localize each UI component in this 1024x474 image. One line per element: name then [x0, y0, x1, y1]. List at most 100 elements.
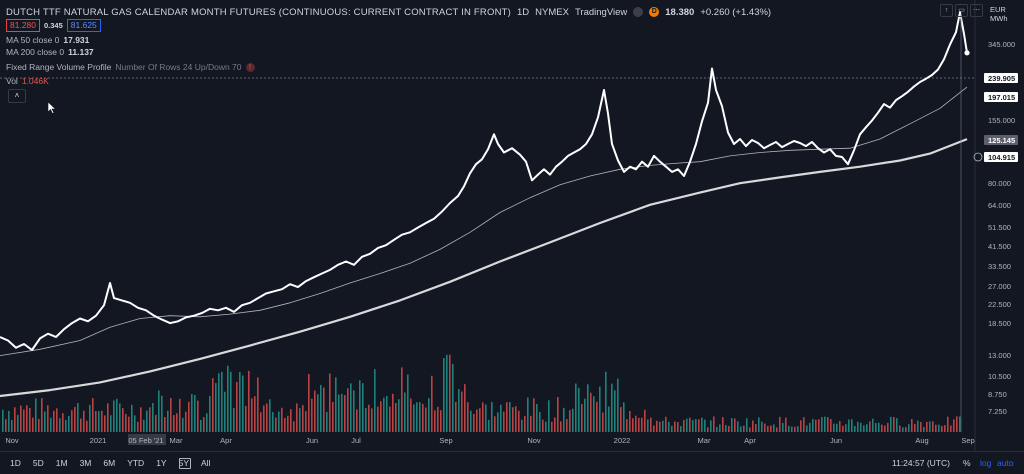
- volume-bar: [482, 402, 484, 432]
- volume-bar: [848, 419, 850, 432]
- volume-bar: [284, 417, 286, 432]
- volume-bar: [95, 411, 97, 432]
- x-tick-label: Sep: [439, 436, 452, 445]
- volume-bar: [437, 406, 439, 432]
- volume-bar: [884, 425, 886, 432]
- volume-bar: [758, 417, 760, 432]
- volume-bar: [164, 417, 166, 432]
- symbol-title[interactable]: DUTCH TTF NATURAL GAS CALENDAR MONTH FUT…: [6, 6, 512, 18]
- volume-bar: [170, 398, 172, 432]
- volume-profile-legend[interactable]: Fixed Range Volume Profile Number Of Row…: [6, 60, 255, 74]
- volume-bar: [290, 409, 292, 432]
- volume-legend[interactable]: Vol 1.046K: [6, 74, 49, 88]
- volume-bar: [836, 423, 838, 432]
- volume-bar: [461, 391, 463, 432]
- volume-bar: [77, 403, 79, 432]
- timeframe-1y[interactable]: 1Y: [156, 458, 167, 468]
- timeframe-3m[interactable]: 3M: [79, 458, 92, 468]
- volume-bar: [713, 416, 715, 432]
- price-label-text: 197.015: [988, 93, 1015, 102]
- timeframe-1d[interactable]: 1D: [10, 458, 21, 468]
- collapse-legend-button[interactable]: ˄: [8, 89, 26, 103]
- volume-bar: [227, 365, 229, 432]
- sell-price-box[interactable]: 81.280: [6, 18, 40, 32]
- volume-bar: [857, 421, 859, 432]
- ma200-legend[interactable]: MA 200 close 0 11.137: [6, 45, 94, 59]
- volume-bar: [683, 420, 685, 432]
- volume-bar: [47, 405, 49, 432]
- timeframe-5d[interactable]: 5D: [32, 458, 44, 468]
- log-scale-toggle[interactable]: log: [980, 458, 992, 468]
- volume-bar: [80, 418, 82, 432]
- volume-bar: [887, 422, 889, 432]
- timeframe-ytd[interactable]: YTD: [127, 458, 145, 468]
- maximize-icon[interactable]: ▭: [955, 4, 968, 17]
- volume-bar: [659, 421, 661, 432]
- volume-bar: [845, 424, 847, 432]
- volume-bar: [44, 411, 46, 432]
- volume-bar: [380, 401, 382, 432]
- volume-bar: [956, 416, 958, 432]
- volume-bar: [830, 419, 832, 432]
- volume-bar: [113, 400, 115, 432]
- volume-bar: [764, 423, 766, 432]
- volume-bar: [173, 415, 175, 432]
- calendar-icon[interactable]: [179, 458, 191, 469]
- ma50-legend[interactable]: MA 50 close 0 17.931: [6, 33, 89, 47]
- volume-bar: [587, 384, 589, 432]
- volume-bar: [311, 398, 313, 432]
- volume-bar: [515, 406, 517, 432]
- volume-bar: [710, 420, 712, 432]
- volume-bar: [881, 424, 883, 432]
- more-icon[interactable]: ⋯: [970, 4, 983, 17]
- volume-bar: [512, 407, 514, 432]
- dividend-badge[interactable]: D: [649, 7, 660, 17]
- volume-bar: [449, 354, 451, 432]
- axis-currency-unit[interactable]: EUR MWh: [990, 5, 1008, 23]
- utc-clock[interactable]: 11:24:57 (UTC): [892, 458, 950, 468]
- volume-bar: [101, 410, 103, 432]
- volume-bar: [434, 410, 436, 432]
- volume-bar: [932, 421, 934, 432]
- volume-bar: [389, 406, 391, 432]
- buy-price-box[interactable]: 81.625: [66, 18, 101, 32]
- volume-bar: [464, 384, 466, 432]
- volume-bar: [41, 398, 43, 432]
- ma200-value: 11.137: [68, 47, 94, 57]
- volume-bar: [206, 413, 208, 432]
- volume-bar: [920, 422, 922, 432]
- warning-icon[interactable]: !: [245, 62, 255, 72]
- interval-label[interactable]: 1D: [517, 6, 530, 18]
- volume-bar: [479, 408, 481, 432]
- chart-window-controls: ↑ ▭ ⋯: [940, 4, 983, 17]
- price-chart[interactable]: 345.000285.000155.00080.00064.00051.5004…: [0, 0, 1024, 451]
- y-tick-label: 22.500: [988, 300, 1011, 309]
- volume-bar: [182, 417, 184, 432]
- volume-bar: [728, 425, 730, 432]
- volume-bar: [533, 398, 535, 432]
- visibility-dot-icon[interactable]: [633, 7, 644, 17]
- scroll-up-icon[interactable]: ↑: [940, 4, 953, 17]
- timeframe-all[interactable]: All: [201, 458, 211, 468]
- volume-bar: [71, 410, 73, 432]
- auto-scale-toggle[interactable]: auto: [997, 458, 1014, 468]
- volume-bar: [386, 396, 388, 432]
- spread-value: 0.345: [44, 20, 63, 30]
- volume-bar: [662, 420, 664, 432]
- y-tick-label: 51.500: [988, 223, 1011, 232]
- volume-bar: [104, 415, 106, 432]
- volume-bar: [524, 416, 526, 432]
- volume-bar: [653, 425, 655, 432]
- volume-bar: [689, 417, 691, 432]
- timeframe-6m[interactable]: 6M: [103, 458, 116, 468]
- volume-bar: [428, 398, 430, 432]
- exchange-label: NYMEX: [535, 6, 569, 18]
- timeframe-5y[interactable]: 5Y: [178, 458, 189, 468]
- timeframe-1m[interactable]: 1M: [55, 458, 68, 468]
- volume-bar: [782, 422, 784, 432]
- volume-bar: [32, 417, 34, 432]
- volume-bar: [821, 417, 823, 432]
- percent-scale-toggle[interactable]: %: [963, 458, 971, 468]
- series-line-ma-200: [0, 138, 968, 398]
- volume-bar: [419, 402, 421, 432]
